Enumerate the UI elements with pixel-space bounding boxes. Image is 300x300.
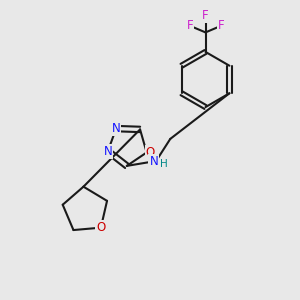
Text: F: F [187,19,193,32]
Text: F: F [218,19,224,32]
Text: N: N [103,145,112,158]
Text: O: O [96,221,106,234]
Text: O: O [146,146,155,159]
Text: H: H [160,159,167,170]
Text: N: N [149,155,158,168]
Text: F: F [202,9,209,22]
Text: N: N [112,122,121,135]
